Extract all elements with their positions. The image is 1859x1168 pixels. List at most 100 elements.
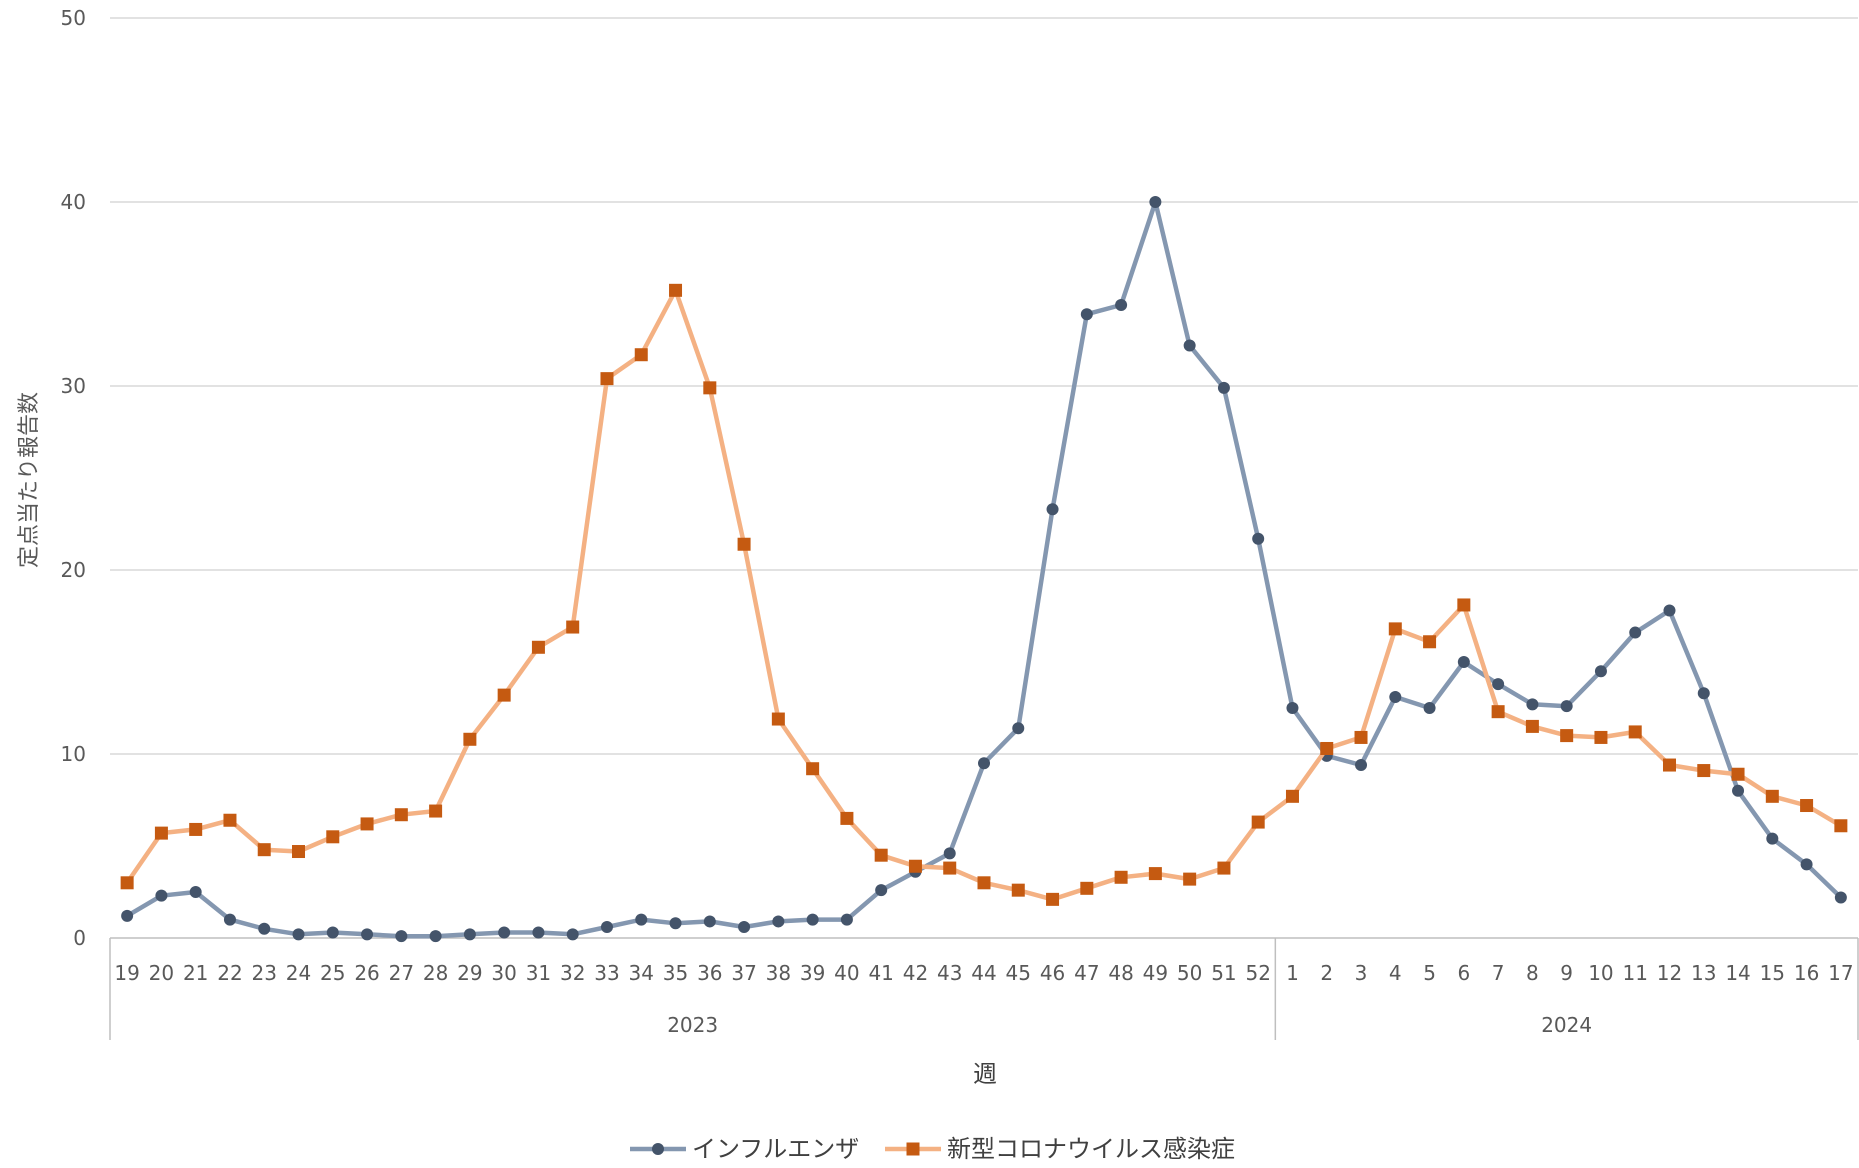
y-tick-label: 20 (61, 558, 86, 582)
data-point (840, 913, 853, 926)
data-point (1046, 892, 1060, 906)
data-point (1834, 891, 1847, 904)
y-axis-ticks: 0 10 20 30 40 50 (61, 6, 86, 950)
x-tick-label: 29 (457, 961, 482, 985)
x-tick-label: 9 (1560, 961, 1573, 985)
x-tick-label: 35 (663, 961, 688, 985)
data-point (257, 843, 271, 857)
data-point (771, 712, 785, 726)
x-tick-label: 27 (389, 961, 414, 985)
data-point (1148, 867, 1162, 881)
data-point (154, 826, 168, 840)
data-point (498, 926, 511, 939)
data-point (121, 909, 134, 922)
x-tick-label: 15 (1760, 961, 1785, 985)
x-tick-label: 49 (1143, 961, 1168, 985)
y-axis-label: 定点当たり報告数 (17, 392, 42, 568)
data-point (1457, 598, 1471, 612)
x-tick-label: 6 (1457, 961, 1470, 985)
x-tick-label: 8 (1526, 961, 1539, 985)
legend-item: インフルエンザ (630, 1135, 859, 1163)
data-point (1183, 872, 1197, 886)
y-tick-label: 40 (61, 190, 86, 214)
data-point (189, 822, 203, 836)
x-tick-label: 40 (834, 961, 859, 985)
x-tick-label: 39 (800, 961, 825, 985)
x-tick-label: 17 (1828, 961, 1853, 985)
x-tick-label: 34 (629, 961, 654, 985)
data-point (1355, 759, 1368, 772)
x-tick-label: 50 (1177, 961, 1202, 985)
data-point (908, 859, 922, 873)
data-point (497, 688, 511, 702)
y-tick-label: 50 (61, 6, 86, 30)
data-point (326, 830, 340, 844)
x-tick-label: 14 (1725, 961, 1750, 985)
x-tick-label: 4 (1389, 961, 1402, 985)
data-point (634, 348, 648, 362)
data-point (1766, 832, 1779, 845)
data-point (1080, 308, 1093, 321)
y-tick-label: 10 (61, 742, 86, 766)
data-point (223, 813, 237, 827)
data-point (1286, 702, 1299, 714)
data-point (806, 762, 820, 776)
data-point (1423, 702, 1436, 714)
data-point (1011, 883, 1025, 897)
data-point (155, 889, 168, 902)
x-tick-label: 46 (1040, 961, 1065, 985)
x-tick-label: 38 (766, 961, 791, 985)
data-point (1251, 815, 1265, 829)
x-tick-label: 26 (354, 961, 379, 985)
data-point (1388, 622, 1402, 636)
x-tick-label: 48 (1108, 961, 1133, 985)
x-tick-label: 33 (594, 961, 619, 985)
y-tick-label: 0 (73, 926, 86, 950)
series-1 (121, 196, 1847, 943)
x-tick-label: 44 (971, 961, 996, 985)
data-point (566, 928, 579, 941)
data-point (703, 915, 716, 928)
data-point (1834, 819, 1848, 833)
data-point (738, 920, 751, 933)
data-point (703, 381, 717, 395)
data-point (361, 928, 374, 941)
x-tick-label: 2 (1320, 961, 1333, 985)
data-point (360, 817, 374, 831)
x-tick-label: 32 (560, 961, 585, 985)
series-line (125, 288, 1843, 902)
data-point (1662, 758, 1676, 772)
data-point (292, 928, 305, 941)
x-tick-label: 13 (1691, 961, 1716, 985)
data-point (1492, 678, 1505, 691)
data-point (1080, 881, 1094, 895)
data-point (326, 926, 339, 939)
x-tick-label: 42 (903, 961, 928, 985)
data-point (635, 913, 648, 926)
data-point (223, 913, 236, 926)
data-point (977, 876, 991, 890)
x-tick-label: 19 (114, 961, 139, 985)
data-point (463, 928, 476, 941)
data-point (1560, 700, 1573, 713)
data-point (669, 917, 682, 930)
x-tick-label: 45 (1006, 961, 1031, 985)
data-point (943, 847, 956, 860)
data-point (1252, 532, 1265, 545)
data-point (463, 732, 477, 746)
data-point (1320, 741, 1334, 755)
data-point (1217, 381, 1230, 394)
data-point (1114, 870, 1128, 884)
legend-marker (906, 1142, 920, 1156)
data-point (1149, 196, 1162, 208)
data-point (1525, 719, 1539, 733)
legend-item: 新型コロナウイルス感染症 (885, 1135, 1235, 1163)
x-tick-label: 24 (286, 961, 311, 985)
y-tick-label: 30 (61, 374, 86, 398)
data-point (1800, 799, 1814, 813)
data-point (874, 848, 888, 862)
data-point (840, 811, 854, 825)
data-point (1628, 725, 1642, 739)
data-point (258, 922, 271, 935)
